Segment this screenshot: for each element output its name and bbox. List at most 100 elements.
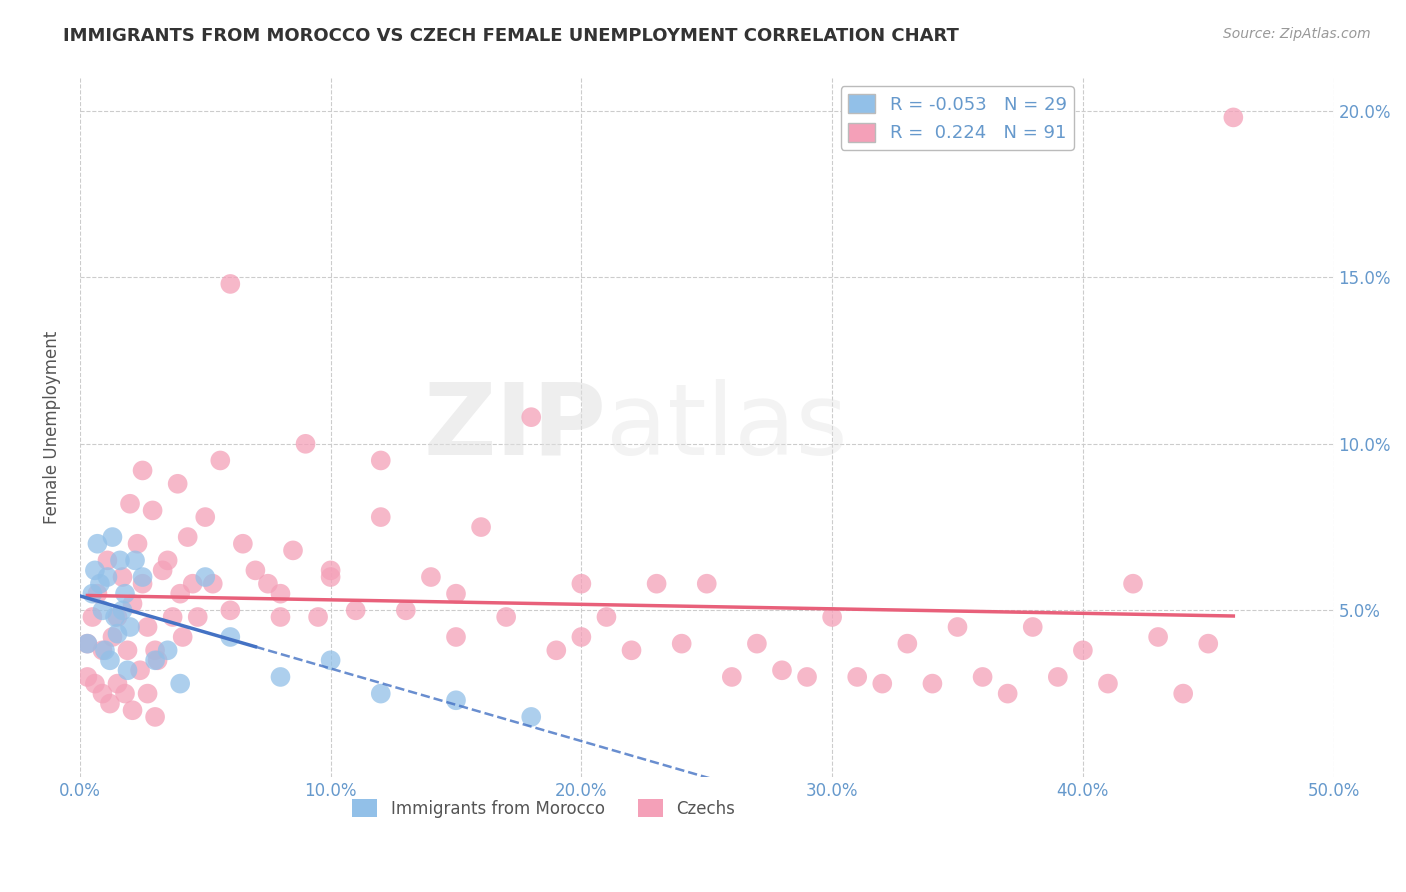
Text: ZIP: ZIP	[423, 378, 606, 475]
Point	[127, 537, 149, 551]
Point	[152, 563, 174, 577]
Point	[143, 710, 166, 724]
Point	[1122, 576, 1144, 591]
Legend: Immigrants from Morocco, Czechs: Immigrants from Morocco, Czechs	[346, 792, 742, 824]
Point	[131, 570, 153, 584]
Point	[156, 553, 179, 567]
Point	[696, 576, 718, 591]
Point	[98, 653, 121, 667]
Point	[1222, 111, 1244, 125]
Point	[86, 587, 108, 601]
Point	[91, 603, 114, 617]
Point	[232, 537, 254, 551]
Point	[169, 587, 191, 601]
Point	[124, 553, 146, 567]
Point	[136, 620, 159, 634]
Point	[169, 676, 191, 690]
Point	[1197, 637, 1219, 651]
Point	[495, 610, 517, 624]
Point	[96, 553, 118, 567]
Point	[89, 576, 111, 591]
Point	[257, 576, 280, 591]
Point	[82, 587, 104, 601]
Point	[201, 576, 224, 591]
Point	[176, 530, 198, 544]
Point	[219, 277, 242, 291]
Point	[770, 663, 793, 677]
Point	[84, 676, 107, 690]
Point	[82, 610, 104, 624]
Point	[121, 597, 143, 611]
Point	[143, 643, 166, 657]
Point	[117, 663, 139, 677]
Point	[76, 637, 98, 651]
Point	[107, 626, 129, 640]
Point	[91, 643, 114, 657]
Point	[131, 463, 153, 477]
Point	[162, 610, 184, 624]
Point	[370, 453, 392, 467]
Point	[118, 620, 141, 634]
Point	[671, 637, 693, 651]
Point	[219, 603, 242, 617]
Point	[86, 537, 108, 551]
Point	[846, 670, 869, 684]
Point	[108, 553, 131, 567]
Point	[721, 670, 744, 684]
Point	[146, 653, 169, 667]
Point	[101, 530, 124, 544]
Text: IMMIGRANTS FROM MOROCCO VS CZECH FEMALE UNEMPLOYMENT CORRELATION CHART: IMMIGRANTS FROM MOROCCO VS CZECH FEMALE …	[63, 27, 959, 45]
Point	[166, 476, 188, 491]
Point	[129, 663, 152, 677]
Point	[620, 643, 643, 657]
Point	[921, 676, 943, 690]
Point	[96, 570, 118, 584]
Point	[796, 670, 818, 684]
Point	[1173, 687, 1195, 701]
Point	[114, 687, 136, 701]
Point	[187, 610, 209, 624]
Point	[946, 620, 969, 634]
Point	[319, 563, 342, 577]
Point	[1022, 620, 1045, 634]
Point	[143, 653, 166, 667]
Point	[419, 570, 441, 584]
Point	[219, 630, 242, 644]
Point	[114, 587, 136, 601]
Point	[344, 603, 367, 617]
Point	[131, 576, 153, 591]
Point	[111, 570, 134, 584]
Point	[370, 687, 392, 701]
Point	[294, 437, 316, 451]
Point	[245, 563, 267, 577]
Point	[269, 610, 291, 624]
Point	[281, 543, 304, 558]
Y-axis label: Female Unemployment: Female Unemployment	[44, 331, 60, 524]
Point	[209, 453, 232, 467]
Point	[972, 670, 994, 684]
Point	[444, 693, 467, 707]
Point	[997, 687, 1019, 701]
Point	[444, 587, 467, 601]
Point	[156, 643, 179, 657]
Point	[569, 630, 592, 644]
Point	[395, 603, 418, 617]
Point	[121, 703, 143, 717]
Point	[107, 676, 129, 690]
Point	[821, 610, 844, 624]
Point	[1046, 670, 1069, 684]
Point	[84, 563, 107, 577]
Point	[569, 576, 592, 591]
Point	[872, 676, 894, 690]
Text: atlas: atlas	[606, 378, 848, 475]
Point	[94, 643, 117, 657]
Point	[470, 520, 492, 534]
Point	[98, 697, 121, 711]
Point	[645, 576, 668, 591]
Point	[595, 610, 617, 624]
Point	[194, 510, 217, 524]
Point	[1071, 643, 1094, 657]
Point	[520, 410, 543, 425]
Point	[104, 610, 127, 624]
Point	[118, 497, 141, 511]
